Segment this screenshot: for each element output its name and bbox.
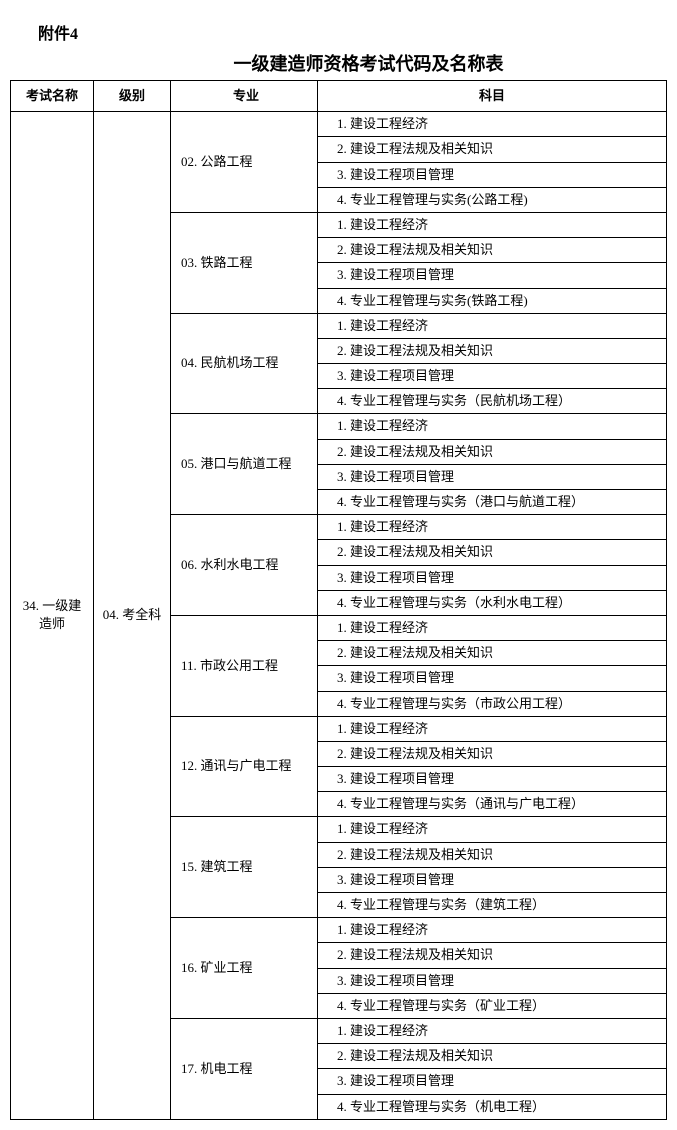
subject-cell: 2. 建设工程法规及相关知识 bbox=[318, 540, 667, 565]
specialty-cell: 04. 民航机场工程 bbox=[171, 313, 318, 414]
subject-cell: 3. 建设工程项目管理 bbox=[318, 162, 667, 187]
subject-cell: 3. 建设工程项目管理 bbox=[318, 263, 667, 288]
subject-cell: 2. 建设工程法规及相关知识 bbox=[318, 842, 667, 867]
subject-cell: 2. 建设工程法规及相关知识 bbox=[318, 439, 667, 464]
attachment-label: 附件4 bbox=[38, 20, 667, 44]
subject-cell: 1. 建设工程经济 bbox=[318, 817, 667, 842]
subject-cell: 1. 建设工程经济 bbox=[318, 615, 667, 640]
subject-cell: 4. 专业工程管理与实务（建筑工程） bbox=[318, 893, 667, 918]
subject-cell: 1. 建设工程经济 bbox=[318, 515, 667, 540]
header-exam-name: 考试名称 bbox=[11, 81, 94, 112]
subject-cell: 1. 建设工程经济 bbox=[318, 414, 667, 439]
table-header-row: 考试名称级别专业科目 bbox=[11, 81, 667, 112]
subject-cell: 1. 建设工程经济 bbox=[318, 212, 667, 237]
subject-cell: 1. 建设工程经济 bbox=[318, 313, 667, 338]
subject-cell: 1. 建设工程经济 bbox=[318, 918, 667, 943]
header-subject: 科目 bbox=[318, 81, 667, 112]
subject-cell: 3. 建设工程项目管理 bbox=[318, 867, 667, 892]
exam-name-cell: 34. 一级建造师 bbox=[11, 112, 94, 1120]
subject-cell: 4. 专业工程管理与实务（机电工程） bbox=[318, 1094, 667, 1119]
subject-cell: 3. 建设工程项目管理 bbox=[318, 464, 667, 489]
table-row: 34. 一级建造师04. 考全科02. 公路工程 1. 建设工程经济 bbox=[11, 112, 667, 137]
subject-cell: 3. 建设工程项目管理 bbox=[318, 767, 667, 792]
subject-cell: 1. 建设工程经济 bbox=[318, 716, 667, 741]
exam-code-table: 考试名称级别专业科目34. 一级建造师04. 考全科02. 公路工程 1. 建设… bbox=[10, 80, 667, 1120]
specialty-cell: 15. 建筑工程 bbox=[171, 817, 318, 918]
subject-cell: 2. 建设工程法规及相关知识 bbox=[318, 338, 667, 363]
subject-cell: 4. 专业工程管理与实务(铁路工程) bbox=[318, 288, 667, 313]
specialty-cell: 05. 港口与航道工程 bbox=[171, 414, 318, 515]
specialty-cell: 06. 水利水电工程 bbox=[171, 515, 318, 616]
subject-cell: 4. 专业工程管理与实务（水利水电工程） bbox=[318, 590, 667, 615]
specialty-cell: 03. 铁路工程 bbox=[171, 212, 318, 313]
subject-cell: 4. 专业工程管理与实务（民航机场工程） bbox=[318, 389, 667, 414]
subject-cell: 3. 建设工程项目管理 bbox=[318, 364, 667, 389]
subject-cell: 3. 建设工程项目管理 bbox=[318, 666, 667, 691]
specialty-cell: 16. 矿业工程 bbox=[171, 918, 318, 1019]
subject-cell: 1. 建设工程经济 bbox=[318, 112, 667, 137]
specialty-cell: 02. 公路工程 bbox=[171, 112, 318, 213]
subject-cell: 4. 专业工程管理与实务(公路工程) bbox=[318, 187, 667, 212]
subject-cell: 2. 建设工程法规及相关知识 bbox=[318, 943, 667, 968]
subject-cell: 2. 建设工程法规及相关知识 bbox=[318, 641, 667, 666]
subject-cell: 4. 专业工程管理与实务（港口与航道工程） bbox=[318, 490, 667, 515]
subject-cell: 4. 专业工程管理与实务（矿业工程） bbox=[318, 993, 667, 1018]
header-specialty: 专业 bbox=[171, 81, 318, 112]
specialty-cell: 17. 机电工程 bbox=[171, 1018, 318, 1119]
subject-cell: 4. 专业工程管理与实务（市政公用工程） bbox=[318, 691, 667, 716]
level-cell: 04. 考全科 bbox=[94, 112, 171, 1120]
subject-cell: 2. 建设工程法规及相关知识 bbox=[318, 741, 667, 766]
subject-cell: 4. 专业工程管理与实务（通讯与广电工程） bbox=[318, 792, 667, 817]
subject-cell: 1. 建设工程经济 bbox=[318, 1018, 667, 1043]
specialty-cell: 12. 通讯与广电工程 bbox=[171, 716, 318, 817]
subject-cell: 3. 建设工程项目管理 bbox=[318, 1069, 667, 1094]
subject-cell: 2. 建设工程法规及相关知识 bbox=[318, 137, 667, 162]
page-title: 一级建造师资格考试代码及名称表 bbox=[10, 50, 667, 76]
subject-cell: 2. 建设工程法规及相关知识 bbox=[318, 1044, 667, 1069]
subject-cell: 3. 建设工程项目管理 bbox=[318, 968, 667, 993]
specialty-cell: 11. 市政公用工程 bbox=[171, 615, 318, 716]
subject-cell: 2. 建设工程法规及相关知识 bbox=[318, 238, 667, 263]
header-level: 级别 bbox=[94, 81, 171, 112]
subject-cell: 3. 建设工程项目管理 bbox=[318, 565, 667, 590]
